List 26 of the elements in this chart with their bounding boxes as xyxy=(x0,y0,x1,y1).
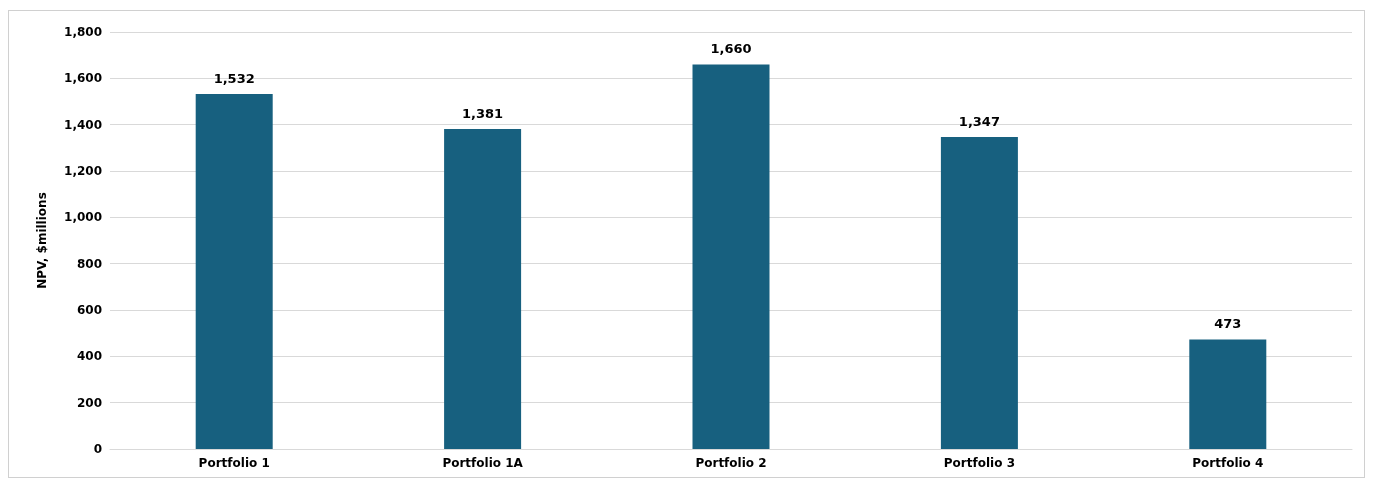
x-tick-label: Portfolio 1 xyxy=(198,456,270,470)
bar xyxy=(940,136,1018,449)
bar xyxy=(692,64,770,449)
y-axis-title: NPV, $millions xyxy=(35,192,49,289)
data-label: 473 xyxy=(1214,316,1242,332)
x-tick-label: Portfolio 1A xyxy=(442,456,524,470)
y-tick-label: 1,600 xyxy=(64,71,102,86)
data-label: 1,660 xyxy=(710,41,752,57)
bar xyxy=(195,94,273,449)
bar xyxy=(444,129,522,449)
y-tick-label: 1,800 xyxy=(64,25,102,39)
bar xyxy=(1189,339,1267,449)
y-tick-label: 1,200 xyxy=(64,164,102,178)
data-label: 1,381 xyxy=(462,106,504,122)
y-tick-label: 200 xyxy=(76,395,102,410)
data-label: 1,347 xyxy=(958,113,1000,129)
x-tick-label: Portfolio 3 xyxy=(943,456,1015,470)
y-tick-label: 600 xyxy=(76,303,102,317)
y-tick-label: 1,400 xyxy=(64,117,102,132)
data-label: 1,532 xyxy=(213,71,255,87)
y-tick-label: 0 xyxy=(93,442,102,456)
x-tick-label: Portfolio 2 xyxy=(695,456,767,470)
y-tick-label: 800 xyxy=(76,256,102,271)
x-tick-label: Portfolio 4 xyxy=(1192,456,1264,470)
y-tick-label: 1,000 xyxy=(64,210,102,225)
y-tick-label: 400 xyxy=(76,349,102,364)
